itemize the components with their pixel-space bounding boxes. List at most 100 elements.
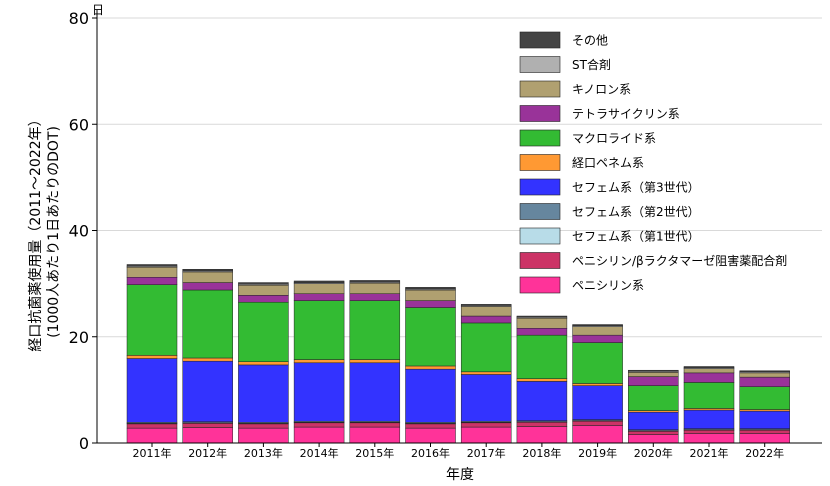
bar-segment [293, 426, 345, 444]
axes [96, 10, 822, 444]
bar-segment [572, 342, 623, 384]
x-tick-label: 2011年 [133, 446, 172, 460]
bar-segment [405, 368, 456, 423]
bar-segment [182, 423, 233, 428]
legend-label: セフェム系（第1世代） [572, 230, 700, 244]
y-tick-label: 60 [69, 115, 89, 134]
y-tick-label: 40 [69, 222, 89, 241]
bar-segment [238, 364, 289, 423]
legend-label: セフェム系（第2世代） [572, 205, 700, 219]
bar-segment [683, 433, 735, 444]
bar-segment [460, 315, 512, 324]
bar-segment [349, 300, 401, 360]
bar-segment [739, 370, 790, 373]
y-tick-label: 0 [79, 434, 89, 453]
bar-segment [405, 300, 456, 308]
legend-label: その他 [572, 34, 608, 48]
bar-segment [349, 280, 401, 283]
bar-segment [126, 277, 178, 285]
bar-segment [349, 359, 401, 364]
legend: その他 ST合剤キノロン系テトラサイクリン系マクロライド系経口ペネム系セフェム系（… [519, 31, 787, 294]
gridlines [97, 17, 822, 338]
bar-segment [405, 307, 456, 367]
legend-label: 経口ペネム系 [572, 156, 644, 170]
bar-segment [349, 362, 401, 422]
bar-segment [683, 382, 735, 409]
bar-segment [293, 293, 345, 301]
bar-segment [182, 427, 233, 444]
bar-segment [739, 386, 790, 410]
legend-label: ST合剤 [572, 57, 611, 72]
bar-segment [238, 295, 289, 303]
bar-segment [182, 282, 233, 291]
legend-label: ペニシリン/βラクタマーゼ阻害薬配合剤 [572, 253, 787, 268]
bar-segment [238, 427, 289, 444]
x-tick-label: 2015年 [355, 446, 394, 460]
bar-segment [628, 385, 679, 411]
legend-swatch [519, 276, 561, 294]
bar-segment [516, 422, 568, 427]
legend-swatch [519, 252, 561, 269]
bar-segment [182, 357, 233, 362]
bar-segment [126, 358, 178, 423]
y-axis-title-line2: (1000人あたり1日あたりのDOT) [46, 126, 62, 338]
bar-segment [516, 317, 568, 329]
y-unit-label: 日 [92, 3, 104, 17]
bar-segment [572, 326, 623, 336]
bar-segment [349, 426, 401, 444]
legend-label: セフェム系（第3世代） [572, 181, 700, 195]
bar-segment [572, 385, 623, 420]
bar-segment [182, 271, 233, 283]
y-tick-label: 80 [69, 9, 89, 28]
x-tick-label: 2017年 [467, 446, 506, 460]
bar-segment [349, 293, 401, 301]
x-ticks: 2011年 2012年 2013年 2014年 2015年 2016年 2017年 2018年… [133, 443, 784, 460]
bar-segment [516, 328, 568, 336]
x-tick-label: 2022年 [745, 446, 784, 460]
bar-segment [683, 366, 735, 368]
bar-segment [460, 304, 512, 306]
bar-segment [628, 369, 679, 372]
bar-segment [238, 361, 289, 366]
bar-segment [293, 362, 345, 422]
bar-segment [516, 334, 568, 379]
bar-segment [739, 376, 790, 387]
bar-segment [182, 269, 233, 272]
bar-segment [572, 334, 623, 343]
bar-segment [460, 371, 512, 375]
bar-segment [572, 425, 623, 444]
bar-segment [516, 378, 568, 382]
bar-segment [516, 381, 568, 421]
bar-segment [572, 383, 623, 386]
bar-segment [572, 324, 623, 326]
bar-segment [628, 376, 679, 386]
legend-label: テトラサイクリン系 [572, 107, 680, 121]
legend-swatch [519, 56, 561, 73]
legend-swatch [519, 80, 561, 98]
y-tick-label: 20 [69, 328, 89, 347]
bars [126, 264, 790, 444]
legend-swatch [519, 154, 561, 171]
bar-segment [238, 282, 289, 285]
bar-segment [460, 322, 512, 373]
bar-segment [238, 284, 289, 296]
bar-segment [349, 282, 401, 294]
y-ticks: 0 20 40 60 80 [69, 9, 97, 453]
legend-label: キノロン系 [572, 83, 631, 97]
legend-label: マクロライド系 [572, 132, 656, 146]
bar-segment [739, 433, 790, 444]
legend-swatch [519, 227, 561, 245]
bar-segment [739, 410, 790, 429]
bar-segment [126, 264, 178, 267]
x-tick-label: 2018年 [522, 446, 561, 460]
bar-segment [293, 359, 345, 364]
x-tick-label: 2016年 [411, 446, 450, 460]
bar-segment [739, 430, 790, 434]
bar-segment [516, 426, 568, 444]
bar-segment [126, 266, 178, 278]
bar-segment [238, 301, 289, 362]
bar-segment [293, 422, 345, 428]
bar-segment [516, 315, 568, 318]
x-axis-title: 年度 [446, 467, 474, 483]
bar-segment [349, 422, 401, 428]
